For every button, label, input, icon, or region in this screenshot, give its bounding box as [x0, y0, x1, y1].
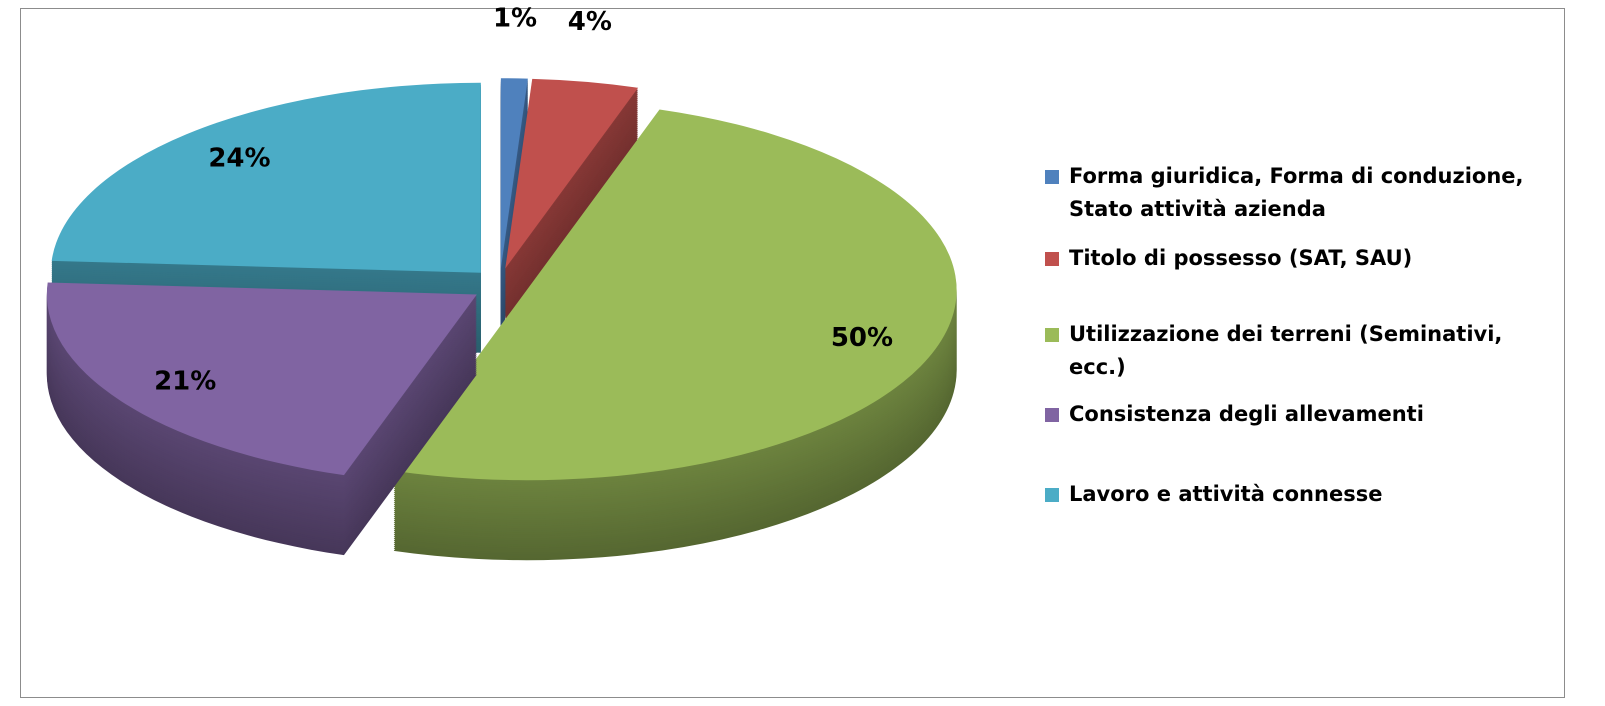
slice — [505, 78, 639, 269]
slice — [393, 109, 957, 481]
legend-item: Forma giuridica, Forma di conduzione, St… — [1045, 160, 1545, 226]
slice — [51, 82, 481, 273]
data-label: 4% — [568, 7, 612, 37]
legend-item: Titolo di possesso (SAT, SAU) — [1045, 242, 1545, 275]
legend-swatch — [1045, 252, 1059, 266]
legend-item: Utilizzazione dei terreni (Seminativi, e… — [1045, 318, 1545, 384]
data-label: 24% — [208, 144, 270, 174]
slice — [46, 282, 477, 476]
legend-label: Utilizzazione dei terreni (Seminativi, e… — [1069, 322, 1503, 379]
slice-group — [46, 282, 477, 556]
legend-swatch — [1045, 170, 1059, 184]
legend-label: Titolo di possesso (SAT, SAU) — [1069, 246, 1413, 270]
legend-item: Consistenza degli allevamenti — [1045, 398, 1545, 431]
legend-item: Lavoro e attività connesse — [1045, 478, 1545, 511]
legend-swatch — [1045, 488, 1059, 502]
legend-label: Consistenza degli allevamenti — [1069, 402, 1424, 426]
legend-swatch — [1045, 328, 1059, 342]
legend-label: Forma giuridica, Forma di conduzione, St… — [1069, 164, 1524, 221]
slice-group — [393, 109, 957, 561]
legend-label: Lavoro e attività connesse — [1069, 482, 1383, 506]
data-label: 21% — [154, 367, 216, 397]
chart-frame — [20, 8, 1565, 698]
slice — [500, 78, 528, 269]
data-label: 50% — [831, 323, 893, 353]
legend-swatch — [1045, 408, 1059, 422]
data-label: 1% — [493, 3, 537, 33]
